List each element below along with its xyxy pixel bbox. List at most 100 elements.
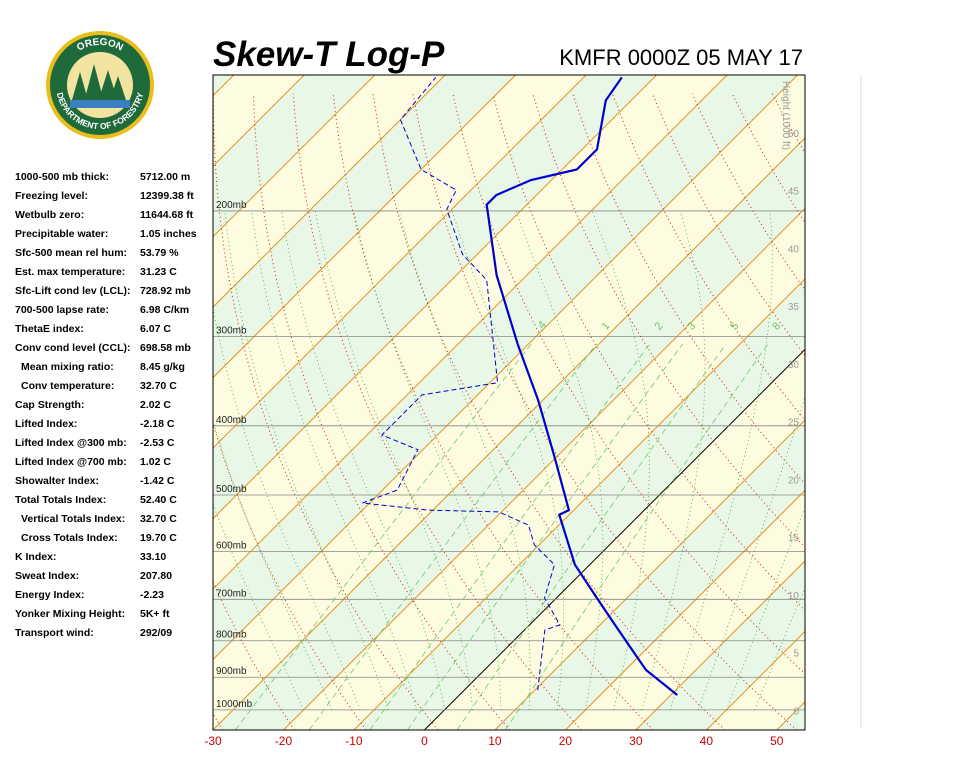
stat-value: 32.70 C [140, 513, 177, 525]
isobar-label: 700mb [216, 588, 247, 599]
chart-title: Skew-T Log-P [213, 35, 445, 74]
x-tick-label: -20 [275, 734, 293, 748]
stat-value: 53.79 % [140, 247, 179, 259]
height-tick-label: 0 [793, 706, 799, 717]
isobar-label: 200mb [216, 200, 247, 211]
isobar-label: 400mb [216, 415, 247, 426]
moist-adiabat [451, 210, 564, 710]
x-tick-label: -10 [345, 734, 363, 748]
stat-label: Cap Strength: [15, 399, 84, 411]
isotherm [213, 75, 657, 520]
logo-water [70, 100, 130, 108]
mixing-ratio-line [456, 343, 727, 730]
stat-value: 728.92 mb [140, 285, 191, 297]
moist-adiabat [591, 210, 650, 710]
stat-value: 292/09 [140, 627, 172, 639]
isobar-label: 500mb [216, 484, 247, 495]
stat-value: 52.40 C [140, 494, 177, 506]
moist-adiabat [353, 210, 502, 710]
stat-label: Sweat Index: [15, 570, 79, 582]
stat-label: Energy Index: [15, 589, 84, 601]
x-tick-label: 50 [770, 734, 784, 748]
x-tick-label: 10 [488, 734, 502, 748]
stat-label: Wetbulb zero: [15, 209, 84, 221]
stat-value: 5K+ ft [140, 608, 170, 620]
stat-value: 32.70 C [140, 380, 177, 392]
moist-adiabat [213, 418, 333, 711]
dry-adiabat [812, 94, 960, 730]
height-tick-label: 10 [788, 591, 800, 602]
dry-adiabat [932, 94, 960, 730]
stat-value: 31.23 C [140, 266, 177, 278]
mixing-ratio-line [407, 343, 684, 730]
stat-label: Vertical Totals Index: [21, 513, 125, 525]
stat-value: -2.18 C [140, 418, 175, 430]
mixing-ratio-line [235, 343, 532, 730]
stat-label: 700-500 lapse rate: [15, 304, 109, 316]
dry-adiabat [213, 93, 439, 730]
isotherm [494, 419, 805, 730]
x-tick-label: 40 [700, 734, 714, 748]
isotherm [213, 75, 516, 379]
dry-adiabat [852, 94, 960, 730]
stat-label: Total Totals Index: [15, 494, 106, 506]
dry-adiabat [892, 94, 960, 730]
logo-trees [72, 64, 126, 102]
stat-value: 6.98 C/km [140, 304, 189, 316]
stat-label: K Index: [15, 551, 56, 563]
stat-label: Sfc-500 mean rel hum: [15, 247, 127, 259]
stat-label: Lifted Index: [15, 418, 77, 430]
moist-adiabat [315, 210, 474, 710]
plot-frame [212, 74, 806, 731]
height-tick-label: 40 [788, 244, 800, 255]
isotherm [635, 560, 805, 730]
stat-value: -2.53 C [140, 437, 175, 449]
stat-label: Sfc-Lift cond lev (LCL): [15, 285, 131, 297]
height-tick-label: 5 [793, 649, 799, 660]
height-tick-label: 45 [788, 187, 800, 198]
stat-value: 1.05 inches [140, 228, 197, 240]
chart-subtitle: KMFR 0000Z 05 MAY 17 [559, 45, 803, 70]
stat-value: 8.45 g/kg [140, 361, 185, 373]
isobar-label: 900mb [216, 666, 247, 677]
dewpoint-line [362, 77, 561, 691]
x-tick-label: -30 [204, 734, 222, 748]
moist-adiabat [213, 305, 361, 711]
mixing-ratio-line [369, 343, 651, 730]
logo-top-text: OREGON [75, 37, 125, 54]
stat-value: -1.42 C [140, 475, 175, 487]
moist-adiabat [697, 395, 805, 711]
dry-adiabat [452, 93, 805, 675]
height-tick-label: 25 [788, 418, 800, 429]
stat-value: -2.23 [140, 589, 164, 601]
isotherm [213, 75, 728, 590]
moist-adiabat [398, 210, 531, 710]
stat-label: Lifted Index @300 mb: [15, 437, 127, 449]
stat-label: Conv temperature: [21, 380, 114, 392]
stat-value: 1.02 C [140, 456, 171, 468]
plot-area [213, 75, 960, 730]
stat-label: Est. max temperature: [15, 266, 125, 278]
height-tick-label: 20 [788, 475, 800, 486]
logo-top-path: OREGON [75, 37, 125, 54]
height-axis-label: Height (1000 ft) [780, 81, 791, 150]
mixing-ratio-line [505, 343, 769, 730]
stat-label: Transport wind: [15, 627, 94, 639]
isotherm [283, 207, 805, 730]
isobar-label: 300mb [216, 326, 247, 337]
stat-value: 19.70 C [140, 532, 177, 544]
plot-overlay: 200mb 300mb 400mb 500mb 600mb 700mb 800mb 900mb… [204, 74, 806, 748]
stat-value: 12399.38 ft [140, 190, 194, 202]
x-tick-label: 20 [559, 734, 573, 748]
isobar-label: 800mb [216, 630, 247, 641]
stat-value: 207.80 [140, 570, 172, 582]
isotherm [353, 278, 805, 730]
height-tick-label: 50 [788, 129, 800, 140]
stat-label: 1000-500 mb thick: [15, 171, 109, 183]
stat-label: Precipitable water: [15, 228, 108, 240]
height-tick-label: 15 [788, 533, 800, 544]
isobar-label: 600mb [216, 541, 247, 552]
stat-value: 33.10 [140, 551, 166, 563]
